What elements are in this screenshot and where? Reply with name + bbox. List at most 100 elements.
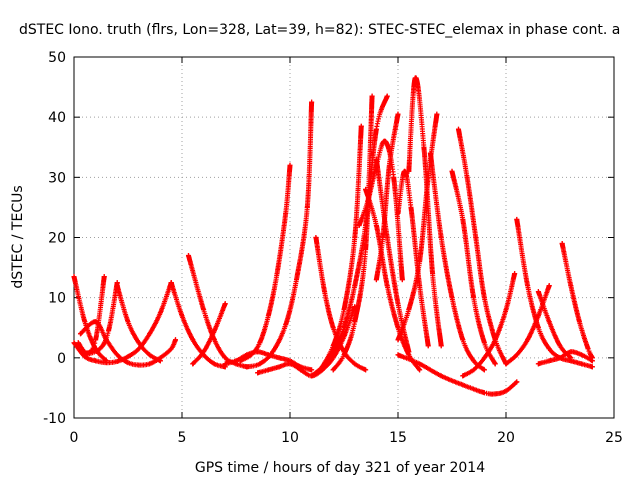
data-point (449, 295, 455, 301)
data-point (298, 367, 304, 373)
data-point (201, 349, 207, 355)
data-point (373, 277, 379, 283)
x-tick-label: 25 (605, 430, 623, 446)
data-point (473, 235, 479, 240)
data-point (114, 358, 120, 364)
data-point (222, 301, 228, 307)
data-point (503, 307, 509, 313)
data-point (248, 352, 254, 358)
data-point (417, 361, 423, 367)
data-point (395, 352, 401, 358)
data-point (546, 319, 552, 325)
data-point (557, 355, 563, 361)
series-29 (395, 352, 520, 397)
data-point (492, 337, 498, 343)
data-point (395, 301, 401, 307)
data-point (380, 235, 386, 240)
data-point (168, 346, 174, 352)
data-point (460, 216, 466, 222)
data-point (222, 355, 228, 361)
data-point (287, 162, 293, 168)
data-point (384, 283, 390, 289)
data-point (471, 295, 477, 301)
series-26 (449, 168, 498, 367)
data-point (464, 174, 470, 180)
data-point (425, 174, 431, 180)
series-33 (559, 241, 595, 361)
data-point (287, 361, 293, 367)
data-point (233, 358, 239, 364)
chart-title: dSTEC Iono. truth (flrs, Lon=328, Lat=39… (19, 22, 620, 38)
data-point (179, 313, 185, 319)
data-point (525, 283, 531, 289)
series-5 (114, 283, 163, 364)
series-markers (535, 289, 574, 361)
data-point (391, 174, 397, 180)
series-markers (449, 168, 498, 367)
data-point (114, 283, 120, 289)
data-point (438, 343, 444, 349)
y-tick-label: 50 (48, 50, 66, 66)
data-marks (71, 75, 595, 397)
data-point (579, 361, 585, 367)
data-point (438, 373, 444, 379)
data-point (386, 162, 392, 168)
series-34 (535, 349, 595, 367)
data-point (82, 352, 88, 358)
series-markers (559, 241, 595, 361)
data-point (75, 340, 81, 346)
data-point (71, 340, 77, 346)
x-axis-label: GPS time / hours of day 321 of year 2014 (195, 460, 485, 476)
data-point (185, 253, 191, 259)
data-point (412, 75, 418, 81)
data-point (147, 361, 153, 367)
data-point (125, 354, 131, 360)
axis-ticks (73, 56, 615, 419)
data-point (125, 319, 131, 325)
data-point (406, 168, 412, 174)
data-point (395, 337, 401, 343)
data-point (535, 325, 541, 331)
series-32 (535, 289, 574, 361)
data-point (106, 328, 112, 334)
data-point (373, 222, 379, 228)
data-point (237, 358, 243, 364)
data-point (373, 156, 379, 162)
series-markers (395, 352, 520, 397)
y-tick-label: 20 (48, 231, 66, 247)
data-point (589, 364, 595, 370)
series-markers (514, 216, 595, 370)
series-8 (190, 301, 228, 367)
data-point (425, 343, 431, 349)
series-25 (427, 150, 487, 373)
data-point (358, 123, 364, 129)
data-point (201, 307, 207, 313)
data-point (93, 319, 99, 325)
data-point (430, 271, 436, 277)
data-point (512, 271, 518, 277)
series-markers (186, 253, 250, 370)
data-point (244, 364, 250, 370)
data-point (406, 349, 412, 355)
series-18 (356, 138, 405, 283)
data-point (319, 364, 325, 370)
x-tick-label: 20 (497, 430, 515, 446)
data-point (125, 360, 131, 366)
data-point (557, 343, 563, 349)
data-point (559, 241, 565, 247)
data-point (363, 247, 369, 253)
data-point (173, 337, 179, 343)
data-point (514, 379, 520, 385)
data-point (514, 352, 520, 358)
y-tick-label: 40 (48, 110, 66, 126)
series-21 (373, 111, 401, 283)
data-point (399, 277, 405, 283)
series-10 (255, 361, 304, 376)
series-markers (395, 111, 440, 343)
data-point (330, 367, 336, 373)
data-point (401, 168, 407, 174)
data-point (276, 355, 282, 361)
x-tick-label: 10 (281, 430, 299, 446)
data-point (157, 358, 163, 364)
data-point (417, 367, 423, 373)
